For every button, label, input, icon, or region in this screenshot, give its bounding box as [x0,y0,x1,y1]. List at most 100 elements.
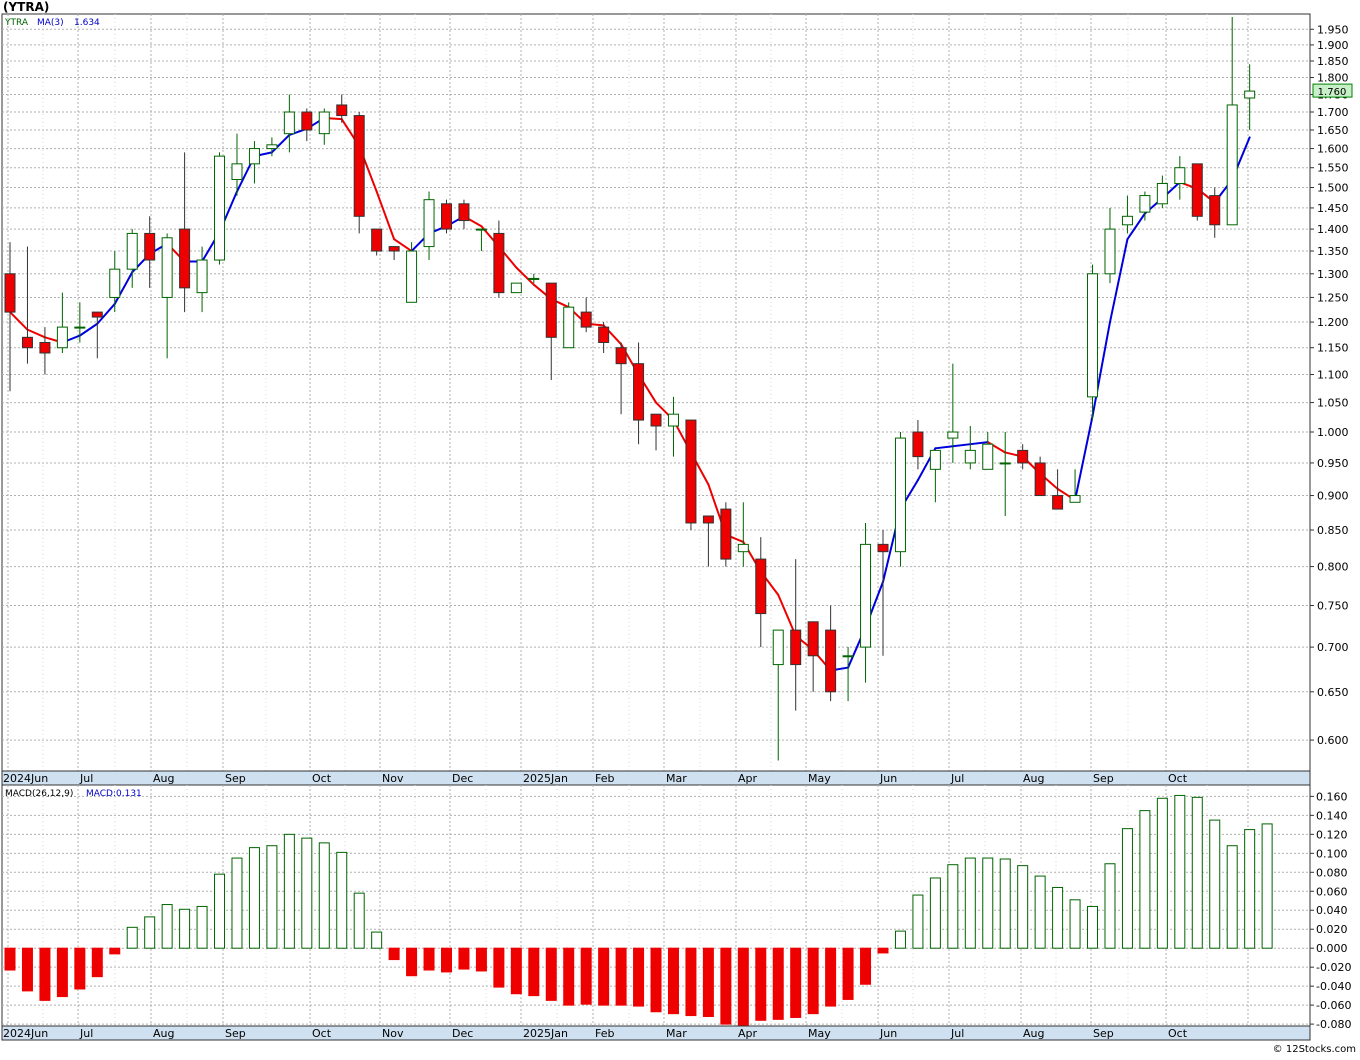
price-tick-label: 1.150 [1317,342,1349,355]
candle-body [423,199,435,248]
candle [1087,264,1099,421]
price-tick-label: 1.400 [1317,223,1349,236]
macd-bar [318,842,330,949]
candle-body [1069,495,1081,503]
candle [266,137,278,157]
candle [772,629,784,761]
candlestick-series [4,17,1256,761]
month-label: Aug [153,772,174,785]
month-label: 2025Jan [523,1027,568,1040]
macd-bar [74,947,86,990]
ma-segment [1074,415,1094,502]
candle-body [1174,167,1186,184]
candle-body [894,437,906,553]
price-tick-label: 0.950 [1317,457,1349,470]
candle [423,191,435,261]
legend-ma-value: 1.634 [74,18,100,28]
chart-title: (YTRA) [3,0,49,14]
macd-bar [842,947,854,1000]
price-tick-label: 1.650 [1317,124,1349,137]
month-label: Jun [879,772,897,785]
price-tick-label: 1.900 [1317,39,1349,52]
candle-body [388,246,400,252]
month-label: Jun [879,1027,897,1040]
candle [1174,156,1186,200]
macd-tick-label: -0.020 [1316,961,1351,974]
macd-bar [929,877,941,949]
candle [21,246,33,364]
month-label: Jul [79,772,93,785]
month-label: Sep [225,772,246,785]
candle-body [720,508,732,560]
candle-body [947,431,959,439]
candle-body [441,203,452,230]
last-price-tag: 1.760 [1312,83,1353,98]
candle-body [737,543,749,553]
candle [214,152,226,265]
month-label: Dec [452,772,473,785]
month-label: Mar [666,1027,687,1040]
macd-bar [598,947,610,1006]
macd-bar [493,947,505,988]
candle [563,302,575,349]
month-label: Apr [738,772,758,785]
month-label: Sep [225,1027,246,1040]
macd-bar [860,947,872,985]
price-tick-label: 1.950 [1317,23,1349,36]
price-tick-label: 1.450 [1317,202,1349,215]
candle [493,220,505,298]
candle-body [912,431,924,458]
price-tick-label: 1.600 [1317,143,1349,156]
macd-bar [248,847,260,949]
macd-bar [999,858,1011,949]
month-label: Mar [666,772,687,785]
candle [1139,191,1151,221]
candle-body [39,342,51,354]
candle [74,302,86,343]
candle [842,647,854,702]
ma-segment [1108,238,1129,324]
month-label: Sep [1093,1027,1114,1040]
macd-bar [371,931,383,949]
macd-bar [1087,905,1099,949]
candle-body [510,282,522,294]
candle-body [266,144,278,150]
macd-bar [510,947,522,995]
month-label: Oct [1168,1027,1188,1040]
macd-bar [231,857,243,949]
month-label: Feb [595,772,614,785]
macd-tick-label: 0.040 [1316,904,1348,917]
candle [353,112,365,234]
macd-bar [179,908,191,949]
candle-body [406,250,418,303]
candle-body [563,306,575,349]
month-label: 2025Jan [523,772,568,785]
macd-tick-label: 0.160 [1316,790,1348,803]
candle-body [1244,90,1256,99]
macd-bar [109,947,121,955]
price-tick-label: 1.500 [1317,181,1349,194]
macd-bar [580,947,592,1005]
candle [737,502,749,567]
macd-bar [126,926,138,949]
candle [650,413,662,451]
candle [790,559,802,711]
candle [947,363,959,463]
macd-bar [877,947,889,954]
macd-bar [790,947,802,1018]
candle-body [598,326,610,344]
candle-body [667,413,679,427]
month-label: May [808,772,831,785]
macd-tick-label: 0.140 [1316,809,1348,822]
candle-body [231,163,243,181]
candle-body [1139,195,1151,213]
ma-segment [515,266,535,286]
candle-body [807,621,819,657]
candle [929,449,941,503]
candle [248,141,260,184]
candle-body [475,228,487,231]
macd-bar [772,947,784,1020]
month-label: 2024Jun [3,772,48,785]
price-tick-label: 0.750 [1317,599,1349,612]
price-tick-label: 1.050 [1317,397,1349,410]
